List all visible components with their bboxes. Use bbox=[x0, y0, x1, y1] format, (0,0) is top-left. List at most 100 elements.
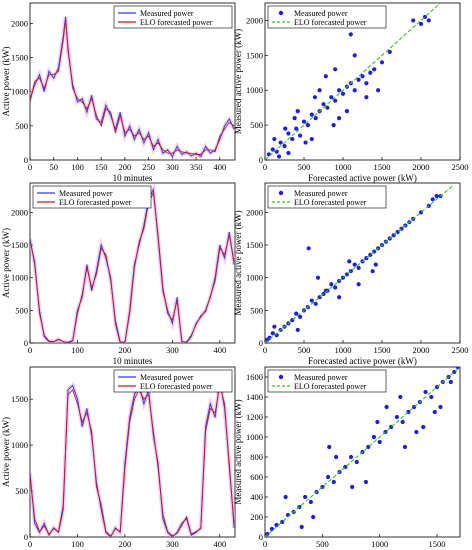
scatter-point bbox=[313, 116, 318, 121]
chart-panel-top-right: 0 500 1000 1500 2000 25000500100015002000Fore… bbox=[233, 2, 469, 183]
y-tick-label: 400 bbox=[250, 492, 263, 502]
scatter-point bbox=[402, 444, 408, 450]
y-tick-label: 0 bbox=[24, 155, 28, 165]
scatter-point bbox=[455, 367, 460, 370]
chart-panel-bottom-left: 010020030040005001000150010 minutesActiv… bbox=[1, 366, 236, 549]
x-tick-label: 1500 bbox=[429, 539, 446, 549]
plot-data bbox=[265, 185, 453, 343]
scatter-point bbox=[298, 133, 303, 138]
legend-label: Measured power bbox=[140, 9, 194, 18]
legend-box bbox=[267, 369, 387, 393]
scatter-point bbox=[364, 81, 369, 86]
scatter-point bbox=[394, 414, 400, 420]
scatter-point bbox=[333, 67, 338, 72]
scatter-point bbox=[352, 88, 357, 93]
y-tick-label: 1200 bbox=[246, 412, 263, 422]
x-tick-label: 500 bbox=[316, 539, 329, 549]
x-axis-label: Forecasted active power (kW) bbox=[308, 173, 417, 183]
legend-label: Measured power bbox=[294, 373, 348, 382]
x-axis-label: Forecasted active power (kW) bbox=[308, 356, 417, 366]
x-tick-label: 400 bbox=[213, 345, 226, 355]
scatter-point bbox=[283, 494, 288, 500]
x-tick-label: 300 bbox=[166, 345, 179, 355]
scatter-point bbox=[327, 444, 332, 450]
y-tick-label: 500 bbox=[15, 305, 28, 315]
scatter-point bbox=[432, 409, 437, 415]
scatter-point bbox=[308, 499, 313, 505]
y-tick-label: 1500 bbox=[246, 240, 263, 250]
scatter-point bbox=[309, 112, 314, 117]
scatter-point bbox=[434, 193, 439, 199]
scatter-point bbox=[421, 424, 426, 430]
x-tick-label: 2500 bbox=[452, 162, 469, 172]
legend-label: ELO forecasted power bbox=[140, 382, 213, 391]
legend-box bbox=[113, 369, 233, 393]
x-tick-label: 100 bbox=[71, 162, 84, 172]
legend-box bbox=[267, 185, 387, 209]
y-axis-label: Active power (kW) bbox=[1, 417, 11, 487]
legend-label: Measured power bbox=[140, 373, 194, 382]
scatter-point bbox=[370, 269, 375, 274]
scatter-point bbox=[305, 123, 310, 128]
x-tick-label: 350 bbox=[190, 162, 203, 172]
legend-label: ELO forecasted power bbox=[294, 198, 367, 207]
scatter-point bbox=[348, 32, 353, 37]
legend-box bbox=[113, 5, 233, 29]
y-axis-label: Measured active power (kW) bbox=[233, 399, 243, 504]
x-axis-label: 10 minutes bbox=[113, 356, 153, 366]
scatter-point bbox=[272, 136, 277, 142]
scatter-point bbox=[270, 147, 275, 152]
scatter-point bbox=[331, 123, 336, 128]
legend-label: ELO forecasted power bbox=[140, 18, 213, 27]
x-tick-label: 2000 bbox=[413, 345, 430, 355]
scatter-point bbox=[333, 98, 338, 103]
y-tick-label: 500 bbox=[15, 121, 28, 131]
scatter-point bbox=[270, 331, 275, 336]
scatter-point bbox=[325, 474, 331, 480]
x-tick-label: 1000 bbox=[335, 162, 352, 172]
y-tick-label: 0 bbox=[259, 338, 263, 348]
x-tick-label: 300 bbox=[166, 162, 179, 172]
x-tick-label: 150 bbox=[95, 162, 108, 172]
scatter-point bbox=[321, 102, 326, 107]
scatter-point bbox=[276, 154, 282, 159]
plot-data bbox=[30, 16, 235, 160]
series-line-elo-forecasted-power bbox=[30, 20, 235, 155]
y-tick-label: 500 bbox=[250, 120, 263, 130]
scatter-point bbox=[323, 74, 328, 79]
scatter-point bbox=[337, 116, 342, 121]
scatter-point bbox=[312, 95, 318, 100]
plot-data bbox=[265, 367, 460, 537]
y-tick-label: 1500 bbox=[11, 240, 28, 250]
scatter-point bbox=[429, 394, 434, 400]
scatter-point bbox=[375, 419, 380, 425]
legend-box bbox=[32, 185, 152, 209]
series-line-elo-forecasted-power bbox=[30, 191, 235, 343]
legend-label: ELO forecasted power bbox=[294, 18, 367, 27]
y-tick-label: 0 bbox=[259, 155, 263, 165]
scatter-point bbox=[317, 88, 322, 93]
y-tick-label: 2000 bbox=[246, 207, 263, 217]
x-tick-label: 400 bbox=[213, 539, 226, 549]
series-line-elo-forecasted-power bbox=[30, 385, 235, 537]
legend-label: Measured power bbox=[294, 189, 348, 198]
x-tick-label: 0 bbox=[28, 539, 32, 549]
y-tick-label: 1600 bbox=[246, 372, 263, 382]
chart-panel-middle-right: 0 500 1000 1500 2000 25000500100015002000Fore… bbox=[233, 182, 469, 366]
x-tick-label: 1000 bbox=[371, 539, 388, 549]
scatter-point bbox=[274, 522, 279, 528]
scatter-point bbox=[286, 150, 291, 156]
x-tick-label: 500 bbox=[298, 162, 311, 172]
scatter-point bbox=[363, 479, 369, 485]
x-tick-label: 0 bbox=[263, 345, 267, 355]
x-tick-label: 50 bbox=[49, 162, 58, 172]
scatter-point bbox=[340, 91, 346, 96]
scatter-point bbox=[329, 95, 334, 100]
y-axis-label: Active power (kW) bbox=[1, 228, 11, 298]
x-tick-label: 200 bbox=[119, 539, 132, 549]
y-tick-label: 1000 bbox=[11, 87, 28, 97]
scatter-point bbox=[368, 70, 373, 75]
